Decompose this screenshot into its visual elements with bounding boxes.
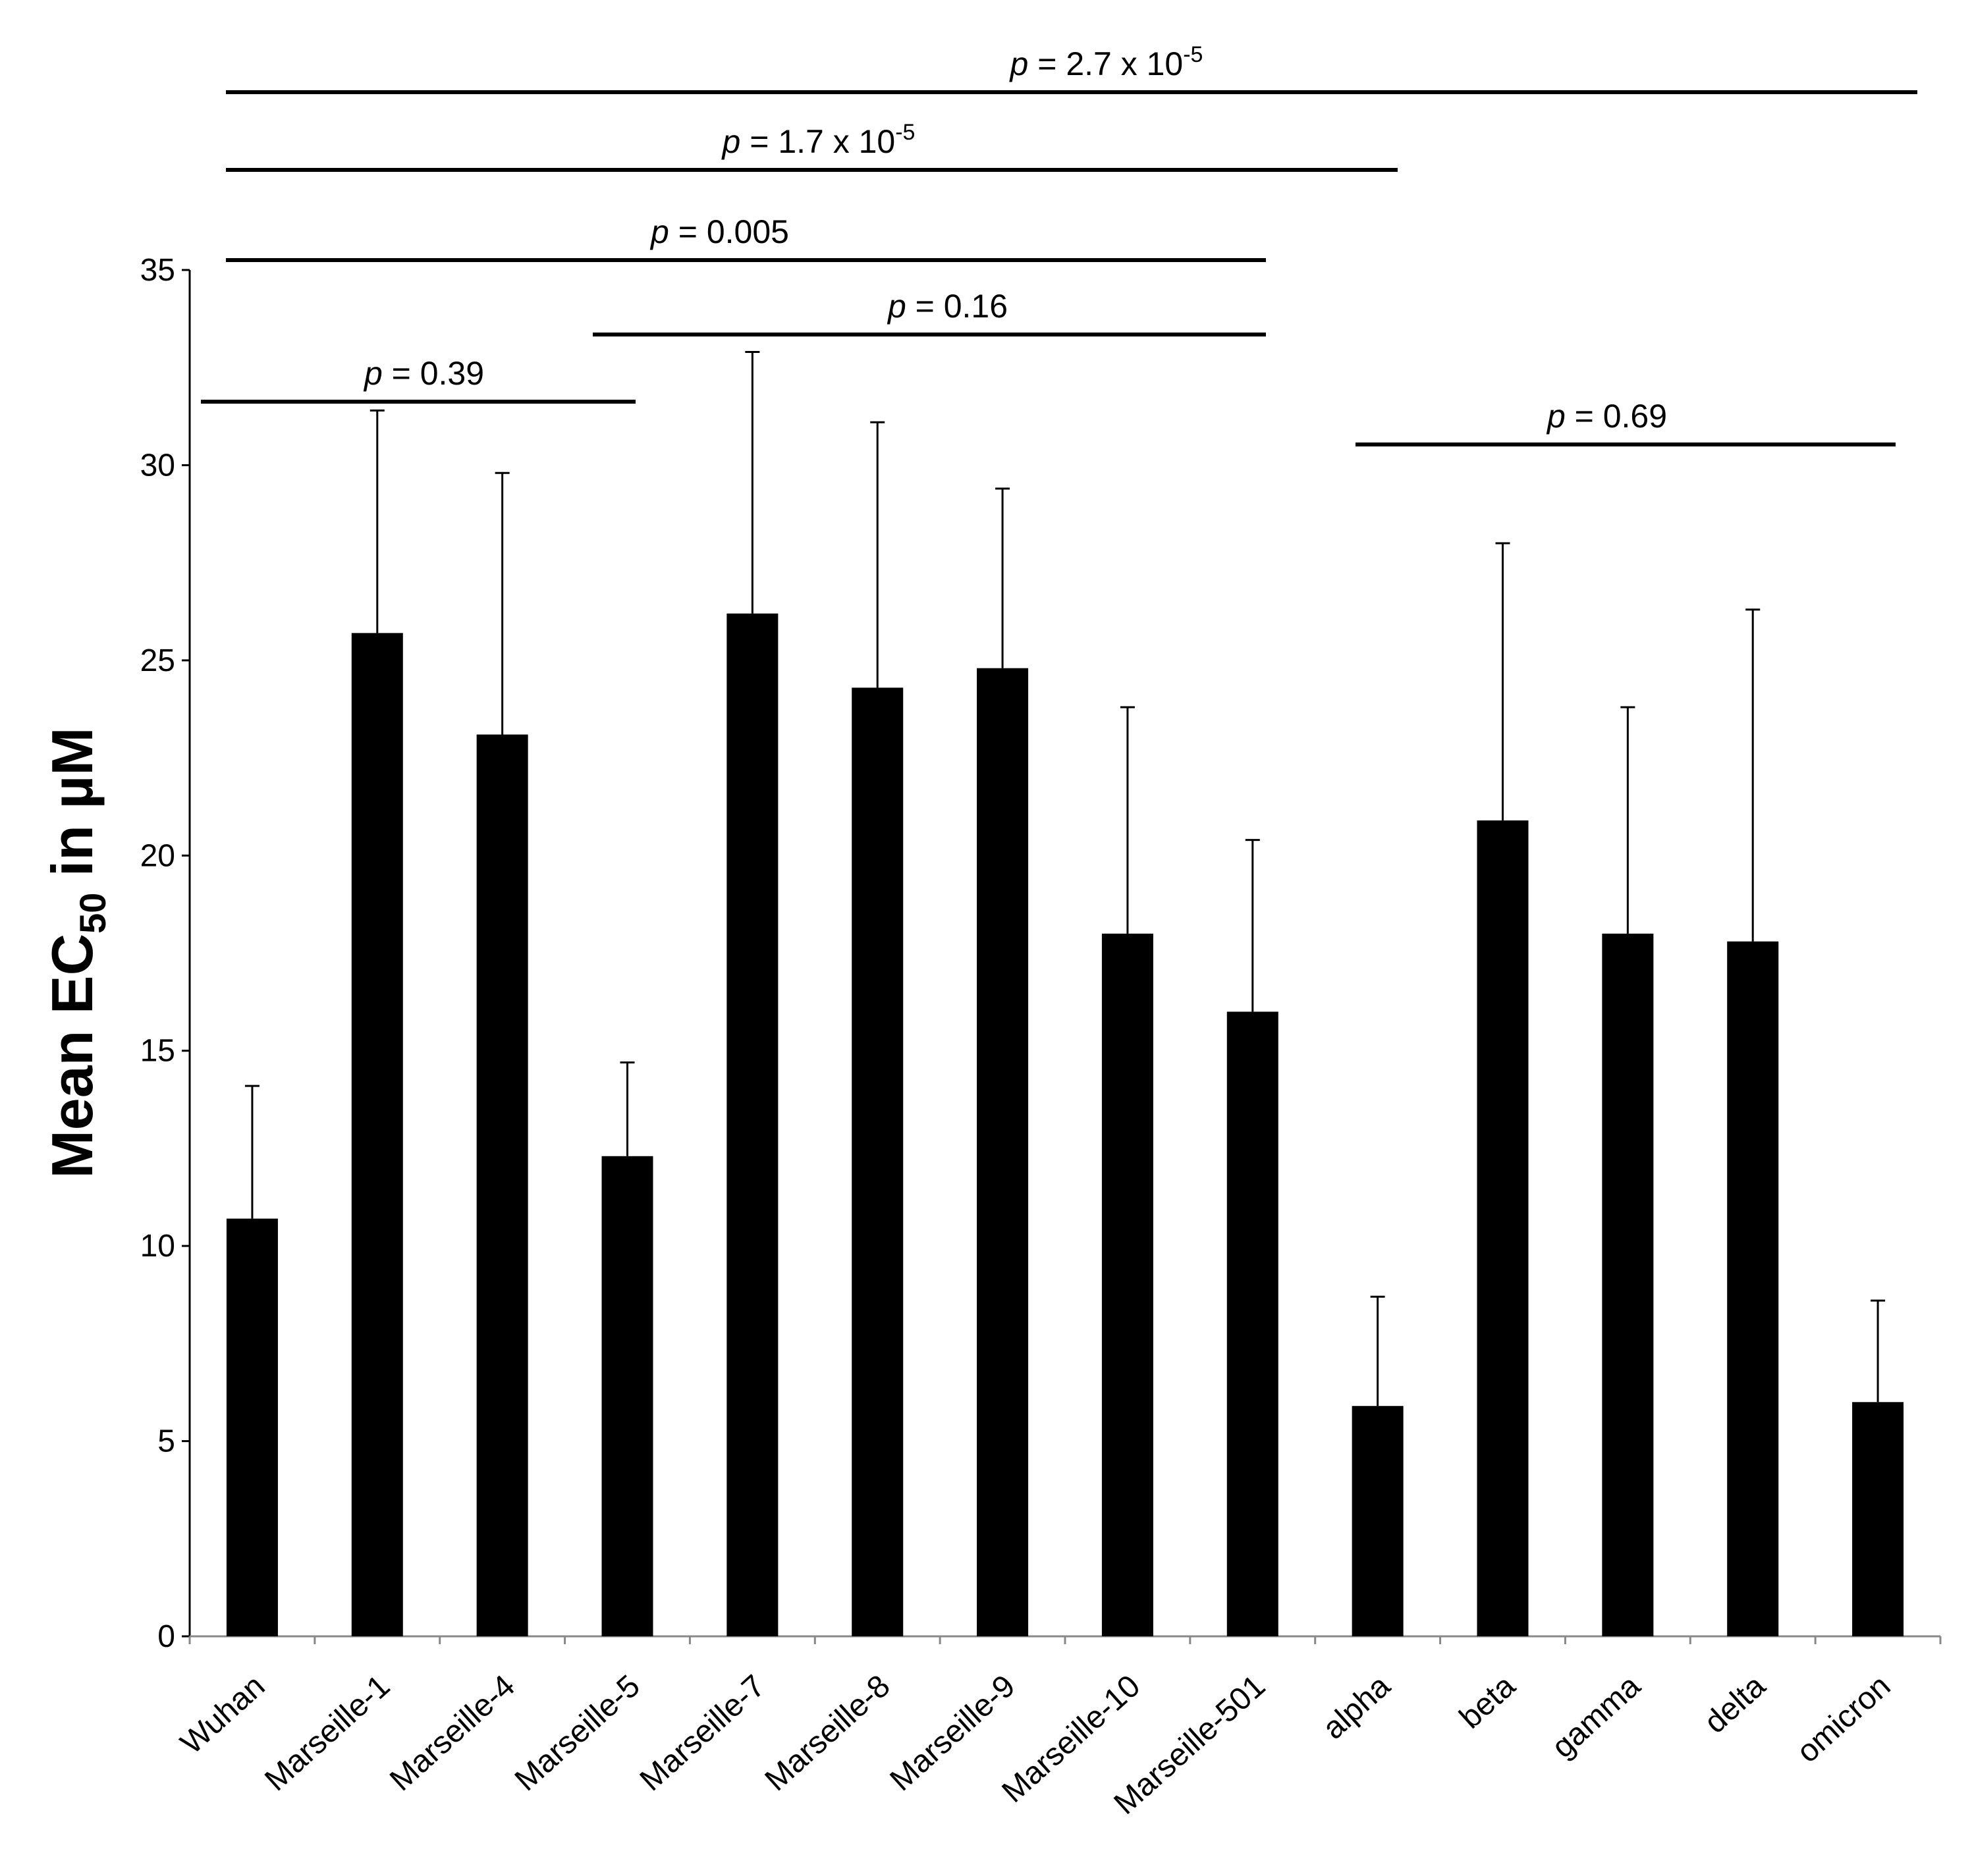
bar-marseille-4 — [476, 734, 528, 1636]
y-tick-label: 0 — [157, 1619, 175, 1654]
p-value-label: p = 1.7 x 10-5 — [721, 120, 916, 160]
y-tick-label: 30 — [140, 448, 175, 483]
y-axis-label-subscript: 50 — [72, 893, 113, 934]
bar-delta — [1727, 941, 1779, 1636]
bar-marseille-1 — [351, 633, 403, 1636]
y-tick-label: 5 — [157, 1424, 175, 1459]
bars — [226, 613, 1904, 1636]
bar-gamma — [1602, 933, 1654, 1636]
y-axis-label: Mean EC50 in µM — [40, 727, 113, 1178]
bar-beta — [1477, 820, 1529, 1636]
y-tick-label: 20 — [140, 838, 175, 873]
p-value-label: p = 0.69 — [1546, 398, 1667, 435]
bar-marseille-7 — [726, 613, 779, 1636]
p-value-label: p = 0.39 — [363, 355, 484, 392]
bar-wuhan — [226, 1218, 278, 1636]
y-ticks: 0 5 10 15 20 25 30 35 — [140, 253, 190, 1654]
bar-marseille-501 — [1226, 1011, 1278, 1636]
bar-marseille-5 — [601, 1156, 653, 1636]
y-tick-label: 35 — [140, 253, 175, 288]
p-value-label: p = 0.005 — [649, 213, 789, 250]
y-axis-label-suffix: in µM — [40, 727, 105, 892]
bar-omicron — [1852, 1402, 1904, 1636]
bar-alpha — [1352, 1406, 1404, 1636]
y-axis: 0 5 10 15 20 25 30 35 — [140, 253, 191, 1654]
bar-marseille-10 — [1101, 933, 1153, 1636]
bar-marseille-9 — [977, 668, 1029, 1636]
significance-brackets: p = 2.7 x 10-5 p = 1.7 x 10-5 p = 0.005 p =… — [201, 42, 1917, 446]
p-value-label: p = 2.7 x 10-5 — [1009, 42, 1203, 82]
bar-marseille-8 — [852, 687, 904, 1636]
y-tick-label: 10 — [140, 1229, 175, 1264]
y-axis-label-main: Mean EC — [40, 934, 105, 1179]
error-bars — [244, 351, 1886, 1407]
y-tick-label: 15 — [140, 1034, 175, 1069]
y-tick-label: 25 — [140, 643, 175, 678]
p-value-label: p = 0.16 — [887, 288, 1008, 325]
